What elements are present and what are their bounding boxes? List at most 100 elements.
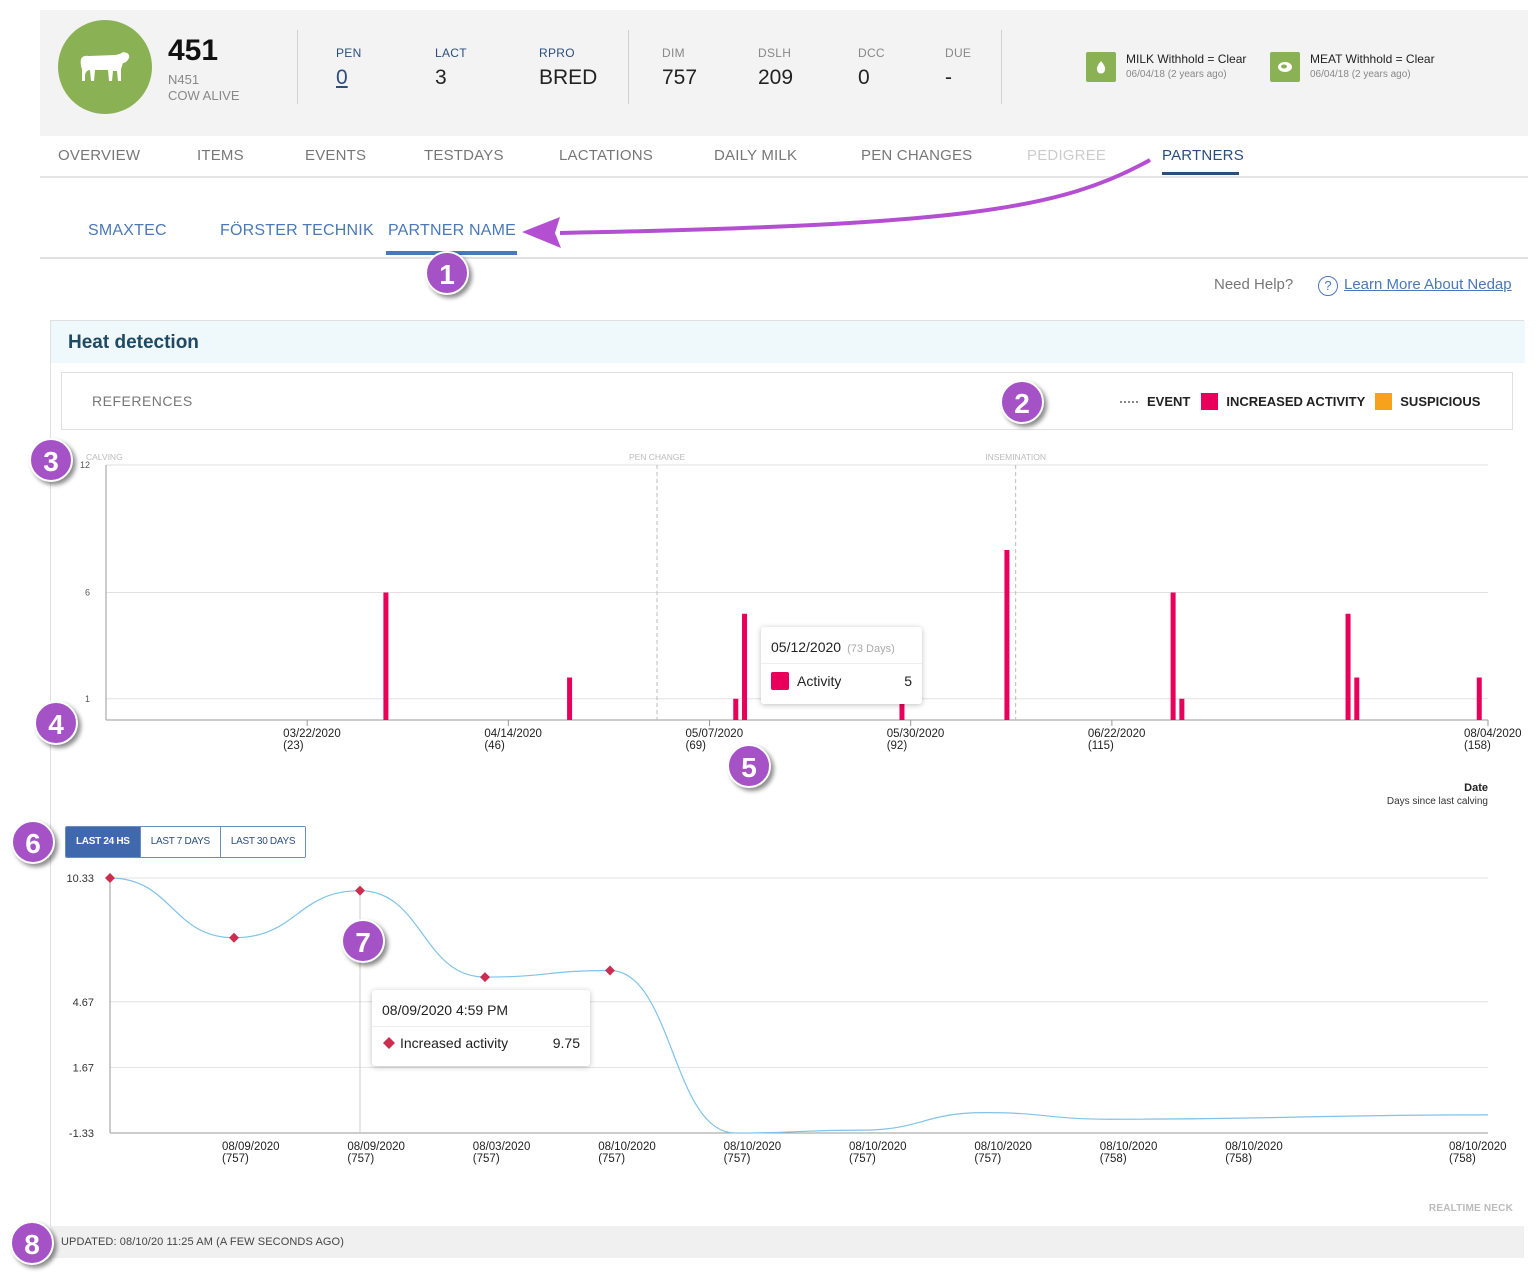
event-label: PEN CHANGE [629,452,686,462]
references-bar: REFERENCES EVENT INCREASED ACTIVITY SUSP… [61,372,1513,430]
milk-withhold: MILK Withhold = Clear 06/04/18 (2 years … [1086,52,1246,82]
x-tick-days: (69) [686,740,707,752]
activity-bar [1170,592,1176,720]
data-point-marker [480,972,490,983]
tab-events[interactable]: EVENTS [305,147,367,164]
x-tick-date: 08/10/2020 [849,1141,907,1153]
stat-value: BRED [539,66,598,89]
tab-partners[interactable]: PARTNERS [1162,147,1244,164]
x-tick-days: (757) [222,1153,249,1165]
data-point-marker [105,873,115,883]
x-tick-days: (23) [283,740,304,752]
tab-pen-changes[interactable]: PEN CHANGES [861,147,973,164]
stat-due: DUE - [945,46,971,90]
x-tick-days: (115) [1088,740,1114,752]
stat-label: DCC [858,46,885,60]
x-tick-days: (758) [1225,1153,1252,1165]
annotation-badge: 2 [1000,380,1044,424]
time-range-toggle: LAST 24 HS LAST 7 DAYS LAST 30 DAYS [65,826,307,858]
tab-daily-milk[interactable]: DAILY MILK [714,147,798,164]
activity-bar [899,698,905,720]
annotation-badge: 5 [727,744,771,788]
y-tick-label: 10.33 [66,873,94,885]
x-tick-date: 05/30/2020 [887,728,945,740]
animal-header: 451 N451 COW ALIVE PEN 0 LACT 3 RPRO BRE… [40,10,1528,136]
x-tick-date: 08/09/2020 [347,1141,405,1153]
legend: EVENT INCREASED ACTIVITY SUSPICIOUS [1120,393,1480,410]
annotation-badge: 1 [425,251,469,295]
range-last-24-hs-button[interactable]: LAST 24 HS [66,827,141,857]
cow-tag: N451 [168,72,200,87]
cow-status: COW ALIVE [168,88,240,103]
tab-overview[interactable]: OVERVIEW [58,147,141,164]
x-tick-days: (757) [347,1153,374,1165]
activity-bar [742,613,748,720]
pen-link[interactable]: 0 [336,66,348,89]
bar-tooltip-value: 5 [904,673,912,689]
stat-label: RPRO [539,46,575,60]
line-tooltip-header: 08/09/2020 4:59 PM [372,990,590,1027]
data-point-marker [355,885,365,896]
stat-value: 0 [858,66,870,89]
line-tooltip-date: 08/09/2020 4:59 PM [382,1002,509,1018]
y-tick-label: 1.67 [73,1062,94,1074]
stat-value: 3 [435,66,447,89]
x-tick-date: 08/10/2020 [1100,1141,1158,1153]
subtab-forster-technik[interactable]: FÖRSTER TECHNIK [220,222,374,239]
meat-withhold: MEAT Withhold = Clear 06/04/18 (2 years … [1270,52,1435,82]
subtab-partner-name[interactable]: PARTNER NAME [388,222,517,239]
data-point-marker [229,932,239,943]
activity-line [109,877,1489,1134]
line-tooltip-row: Increased activity 9.75 [372,1027,590,1059]
annotation-arrow [522,158,1151,248]
tab-lactations[interactable]: LACTATIONS [559,147,653,164]
x-tick-days: (92) [887,740,908,752]
cow-icon [80,52,130,81]
event-line-icon [1120,400,1138,403]
meat-icon [1270,52,1300,82]
tab-testdays[interactable]: TESTDAYS [424,147,504,164]
x-tick-days: (757) [724,1153,751,1165]
range-last-30-days-button[interactable]: LAST 30 DAYS [220,827,306,857]
activity-bar [567,677,573,720]
x-tick-date: 08/03/2020 [473,1141,531,1153]
data-point-marker [605,965,615,976]
tab-items[interactable]: ITEMS [197,147,244,164]
y-tick-label: -1.33 [69,1128,94,1140]
y-tick-label: 1 [85,694,90,704]
x-tick-date: 08/10/2020 [1449,1141,1507,1153]
stat-label: LACT [435,46,467,60]
legend-event: EVENT [1147,394,1191,409]
heat-detection-panel: Heat detection [50,320,1525,1260]
divider [297,30,298,104]
x-tick-date: 03/22/2020 [283,728,341,740]
withhold-date: 06/04/18 (2 years ago) [1126,69,1227,80]
stat-dcc: DCC 0 [858,46,885,90]
activity-bar [733,698,739,720]
x-tick-date: 05/07/2020 [686,728,744,740]
activity-bar [1004,550,1010,720]
milk-drop-icon [1086,52,1116,82]
references-label: REFERENCES [92,393,193,409]
x-tick-date: 08/10/2020 [1225,1141,1283,1153]
withhold-title: MEAT Withhold = Clear [1310,52,1435,66]
x-tick-days: (757) [974,1153,1001,1165]
x-tick-days: (757) [473,1153,500,1165]
x-axis-subtitle: Days since last calving [1387,796,1488,807]
stat-value: - [945,66,952,89]
learn-more-link[interactable]: Learn More About Nedap [1344,276,1512,293]
stat-label: DSLH [758,46,792,60]
bar-tooltip-header: 05/12/2020 (73 Days) [761,627,922,664]
range-last-7-days-button[interactable]: LAST 7 DAYS [140,827,221,857]
annotation-badge: 6 [11,820,55,864]
x-tick-date: 06/22/2020 [1088,728,1146,740]
event-label: CALVING [86,452,123,462]
suspicious-swatch [1375,393,1393,410]
help-icon[interactable]: ? [1318,276,1338,296]
bar-tooltip-days: (73 Days) [847,643,895,655]
subtab-smaxtec[interactable]: SMAXTEC [88,222,167,239]
need-help-label: Need Help? [1214,276,1294,293]
x-tick-days: (757) [849,1153,876,1165]
stat-value: 209 [758,66,794,89]
data-source-label: REALTIME NECK [1428,1203,1513,1214]
